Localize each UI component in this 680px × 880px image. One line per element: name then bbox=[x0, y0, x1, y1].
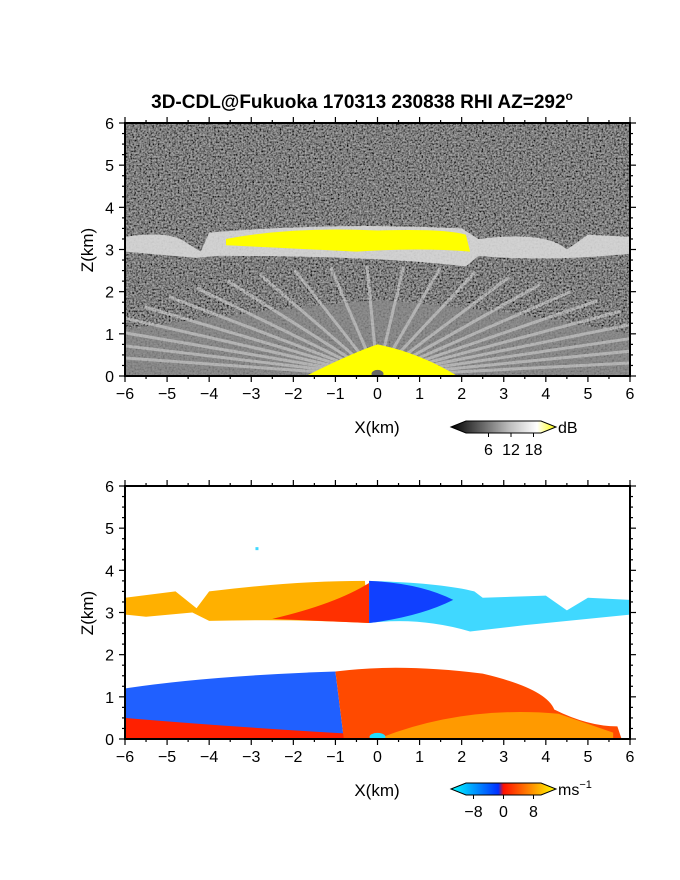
velocity-colorbar-tick-label: 0 bbox=[499, 804, 508, 821]
lidar-site-marker bbox=[371, 369, 384, 376]
backscatter-ylabel: Z(km) bbox=[78, 228, 97, 272]
velocity-y-tick-label: 5 bbox=[105, 521, 114, 538]
backscatter-x-tick-label: −6 bbox=[116, 386, 134, 403]
velocity-colorbar: −8 0 8 ms−1 bbox=[449, 779, 592, 821]
cloud-strong-echo bbox=[226, 229, 471, 252]
backscatter-x-tick-label: 4 bbox=[541, 386, 550, 403]
lower-negative-velocity bbox=[125, 671, 344, 739]
velocity-x-tick-label: −5 bbox=[158, 749, 176, 766]
backscatter-x-tick-label: −5 bbox=[158, 386, 176, 403]
velocity-ylabel: Z(km) bbox=[78, 591, 97, 635]
velocity-panel: −6 −5 −4 −3 −2 −1 0 1 2 3 4 5 6 0 1 2 3 4 5 6 X(km) Z(km) −… bbox=[78, 479, 636, 821]
backscatter-x-tick-label: −2 bbox=[284, 386, 302, 403]
lidar-site-marker bbox=[369, 732, 386, 739]
velocity-x-tick-label: 4 bbox=[541, 749, 550, 766]
backscatter-colorbar: 6 12 18 dB bbox=[449, 420, 578, 459]
velocity-y-tick-label: 3 bbox=[105, 606, 114, 623]
backscatter-x-tick-label: −4 bbox=[200, 386, 218, 403]
velocity-colorbar-tick-label: −8 bbox=[464, 804, 482, 821]
velocity-x-tick-label: 1 bbox=[415, 749, 424, 766]
velocity-y-tick-label: 1 bbox=[105, 690, 114, 707]
backscatter-x-tick-label: −3 bbox=[242, 386, 260, 403]
velocity-y-tick-label: 4 bbox=[105, 563, 114, 580]
backscatter-y-tick-label: 0 bbox=[105, 369, 114, 386]
backscatter-y-tick-label: 2 bbox=[105, 285, 114, 302]
velocity-x-tick-label: −1 bbox=[326, 749, 344, 766]
near-ground-positive-velocity bbox=[125, 717, 370, 739]
velocity-x-tick-label: −6 bbox=[116, 749, 134, 766]
backscatter-heatmap bbox=[125, 123, 630, 376]
backscatter-x-tick-label: 3 bbox=[499, 386, 508, 403]
backscatter-axes: −6 −5 −4 −3 −2 −1 0 1 2 3 4 5 6 0 1 2 3 4 5 6 bbox=[105, 116, 636, 403]
velocity-x-tick-label: 0 bbox=[373, 749, 382, 766]
velocity-x-tick-label: 6 bbox=[626, 749, 635, 766]
backscatter-x-tick-label: 6 bbox=[626, 386, 635, 403]
backscatter-y-tick-label: 4 bbox=[105, 200, 114, 217]
backscatter-colorbar-tick-label: 6 bbox=[484, 442, 493, 459]
velocity-x-tick-label: −4 bbox=[200, 749, 218, 766]
figure-title: 3D-CDL@Fukuoka 170313 230838 RHI AZ=292o bbox=[151, 89, 573, 113]
velocity-y-tick-label: 2 bbox=[105, 648, 114, 665]
backscatter-x-tick-label: −1 bbox=[326, 386, 344, 403]
velocity-axes: −6 −5 −4 −3 −2 −1 0 1 2 3 4 5 6 0 1 2 3 4 5 6 bbox=[105, 479, 636, 766]
velocity-heatmap bbox=[125, 486, 630, 739]
velocity-y-tick-label: 6 bbox=[105, 479, 114, 496]
velocity-colorbar-tick-label: 8 bbox=[529, 804, 538, 821]
velocity-x-tick-label: 3 bbox=[499, 749, 508, 766]
backscatter-y-tick-label: 3 bbox=[105, 243, 114, 260]
cloud-strong-negative-velocity bbox=[369, 580, 454, 624]
velocity-y-tick-label: 0 bbox=[105, 732, 114, 749]
backscatter-x-tick-label: 2 bbox=[457, 386, 466, 403]
velocity-x-tick-label: −3 bbox=[242, 749, 260, 766]
isolated-echo bbox=[255, 547, 259, 551]
backscatter-colorbar-unit: dB bbox=[558, 420, 578, 437]
cloud-strong-positive-velocity bbox=[272, 582, 370, 624]
backscatter-y-tick-label: 1 bbox=[105, 327, 114, 344]
backscatter-y-tick-label: 6 bbox=[105, 116, 114, 133]
backscatter-x-tick-label: 1 bbox=[415, 386, 424, 403]
backscatter-colorbar-tick-label: 18 bbox=[525, 442, 543, 459]
backscatter-y-tick-label: 5 bbox=[105, 158, 114, 175]
backscatter-x-tick-label: 5 bbox=[583, 386, 592, 403]
lower-weak-positive-velocity bbox=[377, 712, 614, 739]
velocity-x-tick-label: 5 bbox=[583, 749, 592, 766]
backscatter-x-tick-label: 0 bbox=[373, 386, 382, 403]
ground-strong-echo bbox=[305, 344, 458, 376]
backscatter-xlabel: X(km) bbox=[354, 418, 399, 437]
velocity-x-tick-label: 2 bbox=[457, 749, 466, 766]
backscatter-colorbar-tick-label: 12 bbox=[502, 442, 520, 459]
velocity-xlabel: X(km) bbox=[354, 781, 399, 800]
velocity-x-tick-label: −2 bbox=[284, 749, 302, 766]
velocity-colorbar-unit: ms−1 bbox=[558, 779, 592, 799]
